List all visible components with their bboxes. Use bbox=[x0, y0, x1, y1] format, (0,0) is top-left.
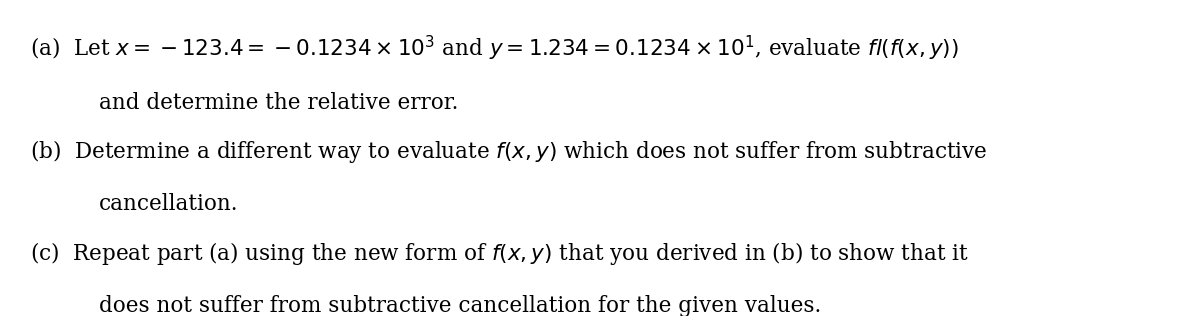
Text: (b)  Determine a different way to evaluate $f(x, y)$ which does not suffer from : (b) Determine a different way to evaluat… bbox=[30, 138, 988, 166]
Text: (a)  Let $x = -123.4 = -0.1234 \times 10^3$ and $y = 1.234 = 0.1234 \times 10^1$: (a) Let $x = -123.4 = -0.1234 \times 10^… bbox=[30, 34, 959, 64]
Text: cancellation.: cancellation. bbox=[98, 193, 239, 215]
Text: and determine the relative error.: and determine the relative error. bbox=[98, 92, 458, 114]
Text: does not suffer from subtractive cancellation for the given values.: does not suffer from subtractive cancell… bbox=[98, 295, 821, 316]
Text: (c)  Repeat part (a) using the new form of $f(x, y)$ that you derived in (b) to : (c) Repeat part (a) using the new form o… bbox=[30, 240, 968, 267]
